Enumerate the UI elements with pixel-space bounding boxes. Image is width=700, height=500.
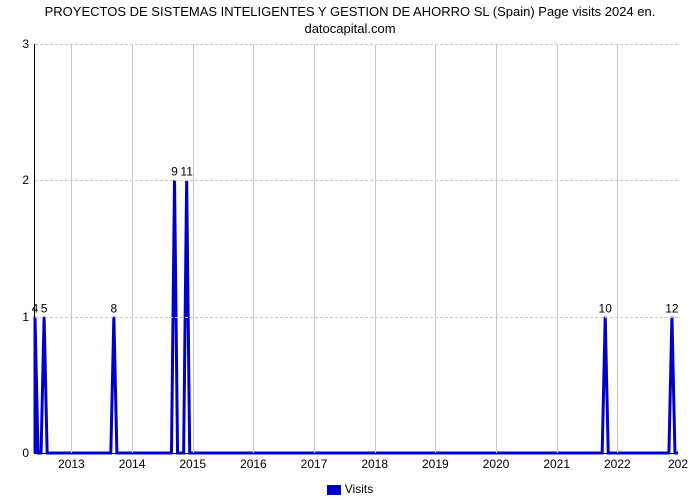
x-tick-label: 2014 (119, 453, 146, 471)
y-tick-label: 0 (22, 446, 35, 460)
v-gridline (314, 44, 315, 453)
data-label: 11 (180, 165, 192, 179)
x-tick-label: 2020 (483, 453, 510, 471)
title-line-1: PROYECTOS DE SISTEMAS INTELIGENTES Y GES… (45, 4, 656, 19)
x-tick-label-edge: 202 (668, 453, 688, 471)
x-tick-label: 2013 (58, 453, 85, 471)
data-label: 5 (41, 301, 48, 315)
v-gridline (193, 44, 194, 453)
chart-title: PROYECTOS DE SISTEMAS INTELIGENTES Y GES… (0, 0, 700, 38)
x-tick-label: 2015 (179, 453, 206, 471)
data-label: 8 (111, 301, 118, 315)
x-tick-label: 2016 (240, 453, 267, 471)
v-gridline (557, 44, 558, 453)
y-tick-label: 2 (22, 173, 35, 187)
v-gridline (496, 44, 497, 453)
legend-label: Visits (345, 482, 373, 496)
plot-area: 0123201320142015201620172018201920202021… (34, 44, 678, 454)
v-gridline (375, 44, 376, 453)
x-tick-label: 2022 (604, 453, 631, 471)
v-gridline (435, 44, 436, 453)
x-tick-label: 2017 (301, 453, 328, 471)
data-label: 4 (32, 301, 39, 315)
x-tick-label: 2018 (361, 453, 388, 471)
legend: Visits (0, 482, 700, 496)
x-tick-label: 2019 (422, 453, 449, 471)
y-tick-label: 3 (22, 37, 35, 51)
v-gridline (253, 44, 254, 453)
v-gridline (132, 44, 133, 453)
v-gridline (71, 44, 72, 453)
legend-swatch (327, 485, 341, 495)
title-line-2: datocapital.com (304, 21, 395, 36)
data-label: 9 (171, 165, 178, 179)
x-tick-label: 2021 (543, 453, 570, 471)
data-label: 12 (665, 301, 678, 315)
v-gridline (617, 44, 618, 453)
data-label: 10 (599, 301, 612, 315)
